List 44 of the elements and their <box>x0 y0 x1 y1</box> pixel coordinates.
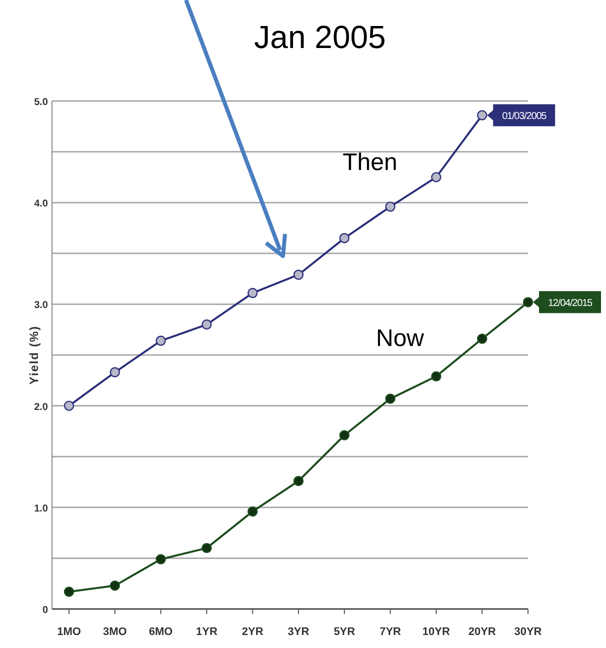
point <box>293 476 304 486</box>
point <box>110 580 120 591</box>
x-tick-label: 1YR <box>196 626 218 638</box>
x-tick-label: 3MO <box>102 626 128 638</box>
series-label: 01/03/2005 <box>502 111 548 122</box>
point <box>522 297 534 308</box>
point <box>110 367 120 378</box>
y-tick-label: 3.0 <box>34 300 48 312</box>
x-tick-label: 7YR <box>380 626 402 638</box>
point <box>64 586 74 597</box>
y-tick-label: 1.0 <box>34 503 48 514</box>
point <box>477 334 488 344</box>
x-tick-label: 2YR <box>242 626 264 638</box>
series-label: 12/04/2015 <box>548 298 594 310</box>
point <box>248 506 258 517</box>
point <box>385 202 396 212</box>
point <box>248 288 258 298</box>
y-tick-label: 0 <box>42 605 48 616</box>
point <box>156 554 166 564</box>
point <box>202 542 212 554</box>
point <box>339 233 350 244</box>
point <box>156 336 166 346</box>
y-tick-label: 4.0 <box>34 198 48 210</box>
y-axis-title: Yield (%) <box>27 325 41 385</box>
point <box>385 394 396 404</box>
x-tick-label: 5YR <box>334 626 356 638</box>
annotation: Now <box>376 325 425 352</box>
x-tick-label: 3YR <box>288 626 310 638</box>
point <box>64 400 74 411</box>
x-tick-label: 10YR <box>422 626 450 638</box>
point <box>293 270 304 280</box>
point <box>477 110 488 120</box>
text: Jan 2005 <box>254 19 386 55</box>
point <box>431 371 442 382</box>
point <box>202 319 212 330</box>
point <box>339 430 350 440</box>
y-tick-label: 5.0 <box>34 97 48 108</box>
y-tick-label: 2.0 <box>34 402 48 413</box>
x-tick-label: 30YR <box>514 626 542 638</box>
x-tick-label: 1MO <box>57 626 82 638</box>
x-tick-label: 20YR <box>468 626 496 638</box>
annotation: Then <box>342 149 398 176</box>
point <box>431 172 442 182</box>
x-tick-label: 6MO <box>148 626 174 638</box>
